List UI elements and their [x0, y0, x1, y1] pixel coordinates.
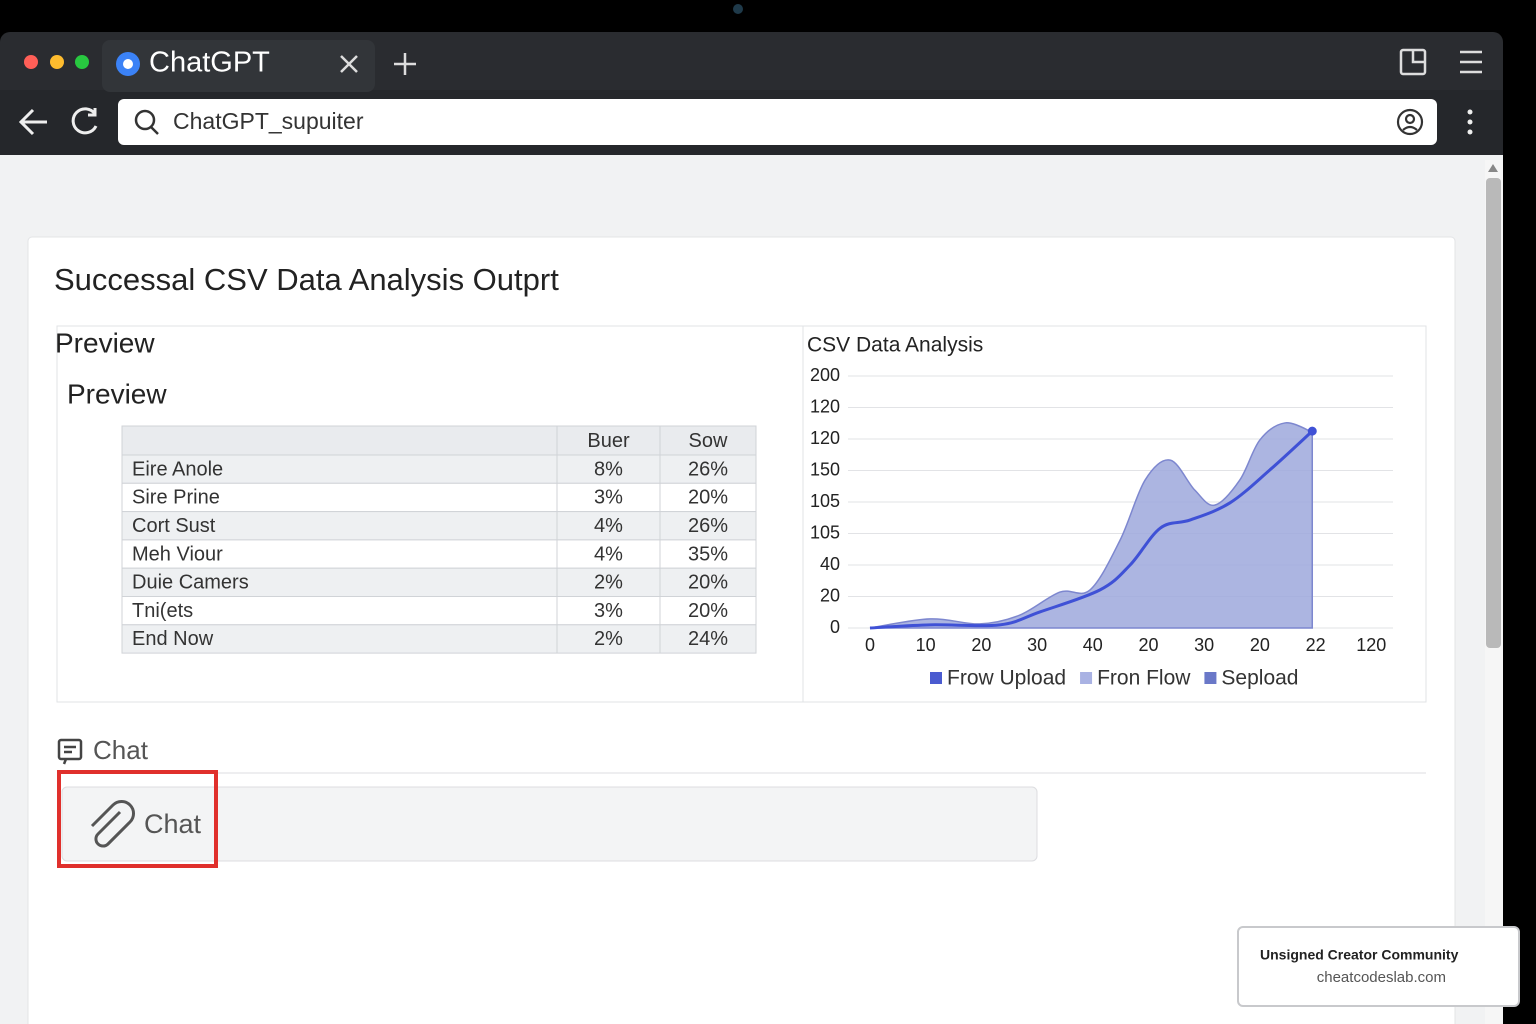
minimize-button[interactable] — [50, 55, 64, 69]
table-cell: 3% — [594, 600, 623, 622]
preview-heading: Preview — [55, 327, 155, 358]
table-row — [121, 539, 757, 569]
table-cell: 26% — [688, 458, 728, 480]
y-tick-label: 105 — [810, 522, 840, 542]
chat-input[interactable] — [61, 786, 1038, 862]
watermark-url: cheatcodeslab.com — [1317, 969, 1446, 986]
account-icon[interactable] — [1396, 108, 1424, 136]
table-cell: 4% — [594, 543, 623, 565]
table-cell: 3% — [594, 487, 623, 509]
attach-icon[interactable] — [90, 800, 135, 848]
y-tick-label: 0 — [830, 617, 840, 637]
legend-swatch — [1204, 672, 1217, 684]
table-row — [121, 482, 757, 513]
table-cell: Cort Sust — [132, 515, 216, 537]
x-tick-label: 120 — [1356, 635, 1386, 655]
legend-label: Fron Flow — [1097, 667, 1191, 690]
x-tick-label: 20 — [971, 635, 991, 655]
menu[interactable] — [1460, 50, 1482, 74]
line — [869, 430, 1314, 630]
table-cell: 24% — [688, 628, 728, 650]
table-cell: End Now — [132, 628, 214, 650]
table-cell: 8% — [594, 458, 623, 480]
table-row — [121, 596, 757, 626]
table-header — [121, 425, 757, 456]
table-row — [121, 567, 757, 598]
table-cell: 20% — [688, 572, 728, 594]
tab-icon-inner — [123, 59, 133, 69]
y-tick-label: 40 — [820, 554, 840, 574]
table-cell: 20% — [688, 600, 728, 622]
search-icon — [134, 109, 159, 135]
header-cell: Sow — [689, 430, 728, 452]
scrollbar-thumb[interactable] — [1486, 178, 1501, 648]
table-cell: 35% — [688, 543, 728, 565]
address-bar[interactable] — [118, 99, 1437, 145]
table-row — [121, 511, 757, 541]
table-cell: Duie Camers — [132, 572, 249, 594]
chat-placeholder: Chat — [144, 809, 202, 839]
y-tick-label: 150 — [810, 459, 840, 479]
back-button[interactable] — [18, 108, 47, 136]
legend-label: Sepload — [1221, 667, 1298, 690]
table-cell: Eire Anole — [132, 458, 223, 480]
table-cell: Meh Viour — [132, 543, 223, 565]
x-tick-label: 20 — [1138, 635, 1158, 655]
legend-swatch — [1080, 672, 1093, 684]
tab[interactable] — [102, 40, 375, 92]
kebab-menu[interactable] — [1467, 109, 1473, 135]
chat-icon — [57, 738, 83, 765]
header-cell: Buer — [587, 430, 630, 452]
tab-close[interactable] — [340, 55, 358, 73]
y-tick-label: 105 — [810, 491, 840, 511]
highlight-box — [57, 770, 218, 868]
x-tick-label: 30 — [1027, 635, 1047, 655]
table-cell: 20% — [688, 487, 728, 509]
x-tick-label: 40 — [1083, 635, 1103, 655]
table-cell: Tni(ets — [132, 600, 193, 622]
table-cell: 4% — [594, 515, 623, 537]
x-tick-label: 10 — [916, 635, 936, 655]
legend-label: Frow Upload — [947, 667, 1066, 690]
table-cell: Sire Prine — [132, 487, 220, 509]
y-tick-label: 120 — [810, 428, 840, 448]
legend-swatch — [930, 672, 942, 684]
url: ChatGPT_supuiter — [173, 108, 364, 134]
x-tick-label: 20 — [1250, 635, 1270, 655]
maximize-button[interactable] — [75, 55, 89, 69]
table-cell: 2% — [594, 628, 623, 650]
table-row — [121, 624, 757, 654]
watermark — [1237, 926, 1520, 1007]
camera — [733, 4, 743, 14]
preview-subheading: Preview — [67, 378, 167, 409]
scroll-up[interactable] — [1488, 164, 1498, 172]
x-tick-label: 30 — [1194, 635, 1214, 655]
chart: CSV Data Analysis 0 20 40 105 105 150 120 120 20… — [807, 334, 1393, 690]
table-cell: 26% — [688, 515, 728, 537]
chat-heading: Chat — [93, 735, 149, 765]
y-tick-label: 200 — [810, 365, 840, 385]
page-title: Successal CSV Data Analysis Outprt — [54, 262, 559, 297]
table-row — [121, 454, 757, 484]
table-cell: 2% — [594, 572, 623, 594]
chart-title: CSV Data Analysis — [807, 334, 983, 357]
tab-title: ChatGPT — [149, 47, 270, 79]
y-tick-label: 120 — [810, 396, 840, 416]
x-tick-label: 0 — [865, 635, 875, 655]
end-point — [1307, 426, 1317, 436]
x-tick-label: 22 — [1306, 635, 1326, 655]
table: Buer Sow Eire Anole 8% 26% Sire Prine 3% 20% Cor… — [121, 425, 757, 654]
close-button[interactable] — [24, 55, 38, 69]
area — [869, 422, 1314, 629]
new-tab[interactable] — [394, 53, 416, 75]
tab-search-icon[interactable] — [1399, 48, 1427, 76]
watermark-title: Unsigned Creator Community — [1260, 947, 1459, 963]
y-tick-label: 20 — [820, 585, 840, 605]
reload-button[interactable] — [71, 107, 98, 135]
